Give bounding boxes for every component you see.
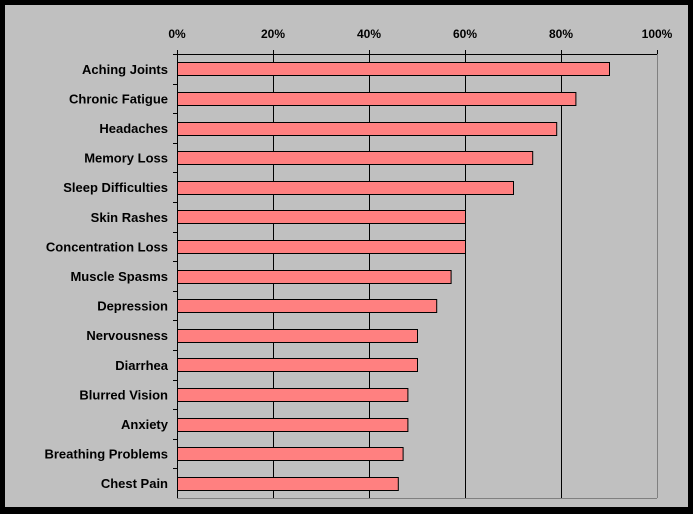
bar-depression (177, 299, 438, 313)
category-label: Aching Joints (82, 62, 168, 77)
bar-blurred-vision (177, 388, 409, 402)
bar-skin-rashes (177, 210, 466, 224)
category-label: Chronic Fatigue (69, 91, 168, 106)
x-tick-label-60: 60% (453, 27, 477, 41)
bar-memory-loss (177, 151, 534, 165)
category-label: Breathing Problems (44, 447, 168, 462)
category-label: Concentration Loss (46, 239, 168, 254)
bar-sleep-difficulties (177, 181, 514, 195)
category-label: Muscle Spasms (70, 269, 168, 284)
bar-muscle-spasms (177, 270, 452, 284)
bar-aching-joints (177, 62, 610, 76)
category-label: Blurred Vision (79, 387, 168, 402)
bar-breathing-problems (177, 447, 404, 461)
bar-nervousness (177, 329, 418, 343)
bar-chest-pain (177, 477, 399, 491)
category-label: Skin Rashes (91, 210, 168, 225)
x-tick-label-80: 80% (549, 27, 573, 41)
category-label: Chest Pain (101, 476, 168, 491)
x-tick-label-20: 20% (261, 27, 285, 41)
category-label: Depression (97, 299, 168, 314)
bar-anxiety (177, 418, 409, 432)
category-labels: Aching Joints Chronic Fatigue Headaches Mem… (44, 62, 168, 491)
axes (173, 50, 658, 499)
x-tick-label-100: 100% (642, 27, 673, 41)
bar-concentration-loss (177, 240, 466, 254)
x-tick-label-40: 40% (357, 27, 381, 41)
category-label: Sleep Difficulties (63, 180, 168, 195)
category-label: Anxiety (121, 417, 169, 432)
x-tick-label-0: 0% (168, 27, 186, 41)
category-label: Diarrhea (115, 358, 169, 373)
bar-chronic-fatigue (177, 92, 577, 106)
category-label: Nervousness (86, 328, 168, 343)
category-label: Headaches (99, 121, 168, 136)
bar-headaches (177, 122, 558, 136)
category-label: Memory Loss (84, 151, 168, 166)
x-tick-labels: 0% 20% 40% 60% 80% 100% (168, 27, 672, 41)
bar-diarrhea (177, 358, 418, 372)
